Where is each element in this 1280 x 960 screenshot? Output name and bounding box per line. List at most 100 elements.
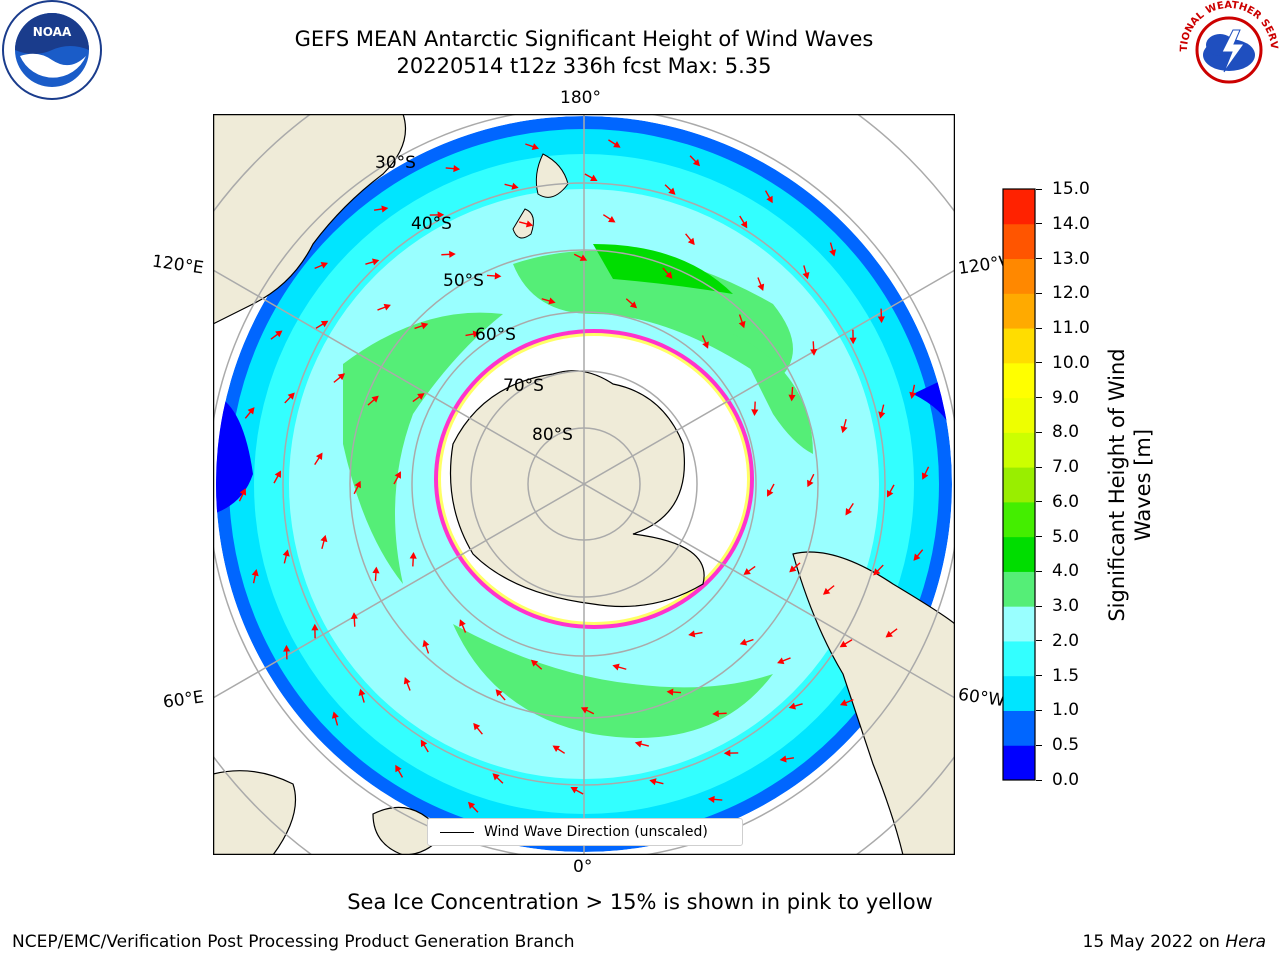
- lon-label-120e: 120°E: [150, 251, 205, 279]
- chart-title: GEFS MEAN Antarctic Significant Height o…: [294, 27, 874, 51]
- wave-arrow-head: [372, 566, 380, 574]
- wave-arrow-head: [283, 644, 291, 652]
- wave-arrow-head: [822, 587, 831, 595]
- lat-label-40s: 40°S: [411, 214, 452, 234]
- wave-arrow-head: [707, 795, 715, 803]
- wave-arrow-head: [590, 174, 598, 181]
- colorbar-tick-label: 3.0: [1052, 596, 1080, 617]
- wave-arrow-head: [789, 565, 797, 573]
- wave-arrow-head: [437, 211, 445, 219]
- wave-arrow-head: [608, 215, 616, 223]
- wave-arrow-head: [511, 182, 519, 190]
- wave-arrow-head: [779, 755, 787, 763]
- colorbar-tick-label: 7.0: [1052, 457, 1080, 478]
- noaa-logo-text: NOAA: [33, 25, 72, 39]
- wave-arrow-head: [634, 740, 643, 748]
- wave-arrow-head: [531, 143, 540, 150]
- lon-label-60w: 60°W: [956, 684, 1007, 712]
- lat-label-80s: 80°S: [532, 425, 573, 445]
- wave-arrow-head: [873, 568, 881, 576]
- wave-arrow-head: [839, 699, 848, 706]
- wave-arrow-head: [687, 237, 695, 246]
- wave-arrow-head: [251, 569, 259, 577]
- wave-arrow-head: [548, 297, 556, 305]
- colorbar-segment: [1003, 710, 1035, 746]
- colorbar-tick-label: 6.0: [1052, 491, 1080, 512]
- wave-arrow-head: [845, 508, 853, 516]
- wave-arrow-head: [788, 702, 796, 710]
- wave-arrow-head: [420, 739, 428, 748]
- wave-arrow-head: [766, 195, 773, 204]
- wave-arrow-head: [311, 623, 319, 631]
- colorbar-tick-label: 4.0: [1052, 561, 1080, 582]
- colorbar-tick-mark: [1036, 466, 1042, 468]
- colorbar-tick-mark: [1036, 640, 1042, 642]
- wave-arrow-head: [712, 710, 719, 718]
- wave-arrow-head: [247, 407, 255, 415]
- wave-arrow-head: [530, 659, 539, 667]
- wave-arrow-head: [395, 764, 402, 773]
- wave-arrow-head: [494, 272, 502, 280]
- wave-arrow-head: [420, 322, 429, 330]
- colorbar-segment: [1003, 328, 1035, 364]
- colorbar-tick-label: 11.0: [1052, 318, 1090, 339]
- wave-arrow-head: [668, 187, 676, 195]
- wave-arrow-head: [579, 254, 588, 261]
- wave-arrow-head: [495, 689, 503, 697]
- wave-arrow-head: [887, 490, 894, 498]
- lat-label-30s: 30°S: [375, 153, 416, 173]
- colorbar-segment: [1003, 501, 1035, 538]
- colorbar-segment: [1003, 189, 1035, 225]
- australia: [213, 114, 407, 325]
- colorbar-tick-mark: [1036, 744, 1042, 746]
- wave-arrow-head: [409, 551, 417, 559]
- wave-arrow-head: [383, 303, 391, 311]
- wave-arrow-head: [723, 749, 731, 757]
- colorbar-segment: [1003, 432, 1035, 468]
- colorbar-segment: [1003, 223, 1035, 260]
- wave-arrow-head: [331, 711, 339, 719]
- wave-arrow-head: [913, 553, 921, 561]
- colorbar-tick-label: 1.0: [1052, 700, 1080, 721]
- colorbar: [1002, 188, 1036, 781]
- noaa-logo: NOAA: [2, 0, 102, 100]
- colorbar-segment: [1003, 606, 1035, 642]
- wave-arrow-head: [492, 773, 500, 781]
- map-frame: [213, 114, 955, 855]
- wave-arrow-head: [612, 663, 620, 671]
- wave-arrow-head: [629, 301, 638, 309]
- lat-label-60s: 60°S: [475, 325, 516, 345]
- map-legend: Wind Wave Direction (unscaled): [427, 818, 743, 846]
- wave-arrow-head: [739, 638, 748, 646]
- wave-arrow-head: [692, 158, 701, 167]
- colorbar-tick-label: 2.0: [1052, 630, 1080, 651]
- colorbar-segment: [1003, 258, 1035, 294]
- wave-arrow-head: [381, 205, 389, 213]
- chart-subtitle: 20220514 t12z 336h fcst Max: 5.35: [396, 54, 772, 78]
- wave-arrow-head: [417, 393, 425, 400]
- wave-arrow-head: [767, 489, 774, 497]
- colorbar-title: Significant Height of Wind Waves [m]: [1105, 348, 1155, 622]
- wind-wave-arrows: [238, 139, 930, 829]
- colorbar-tick-label: 8.0: [1052, 422, 1080, 443]
- wave-arrow-head: [570, 787, 578, 794]
- colorbar-tick-label: 9.0: [1052, 387, 1080, 408]
- wave-arrow-head: [885, 630, 893, 638]
- wave-arrow-head: [525, 220, 534, 228]
- colorbar-tick-label: 15.0: [1052, 179, 1090, 199]
- wave-arrow-head: [580, 707, 589, 714]
- colorbar-tick-mark: [1036, 675, 1042, 677]
- colorbar-tick-mark: [1036, 188, 1042, 190]
- wave-arrow-head: [315, 452, 323, 460]
- wave-arrow-head: [810, 349, 818, 356]
- colorbar-segment: [1003, 397, 1035, 433]
- wave-arrow-head: [909, 391, 917, 399]
- credit-date: 15 May 2022 on Hera: [1083, 932, 1267, 952]
- wave-arrow-head: [666, 688, 674, 696]
- new-zealand: [535, 153, 569, 198]
- colorbar-tick-mark: [1036, 397, 1042, 399]
- colorbar-tick-mark: [1036, 779, 1042, 781]
- colorbar-tick-mark: [1036, 536, 1042, 538]
- colorbar-tick-label: 13.0: [1052, 248, 1090, 269]
- colorbar-tick-mark: [1036, 501, 1042, 503]
